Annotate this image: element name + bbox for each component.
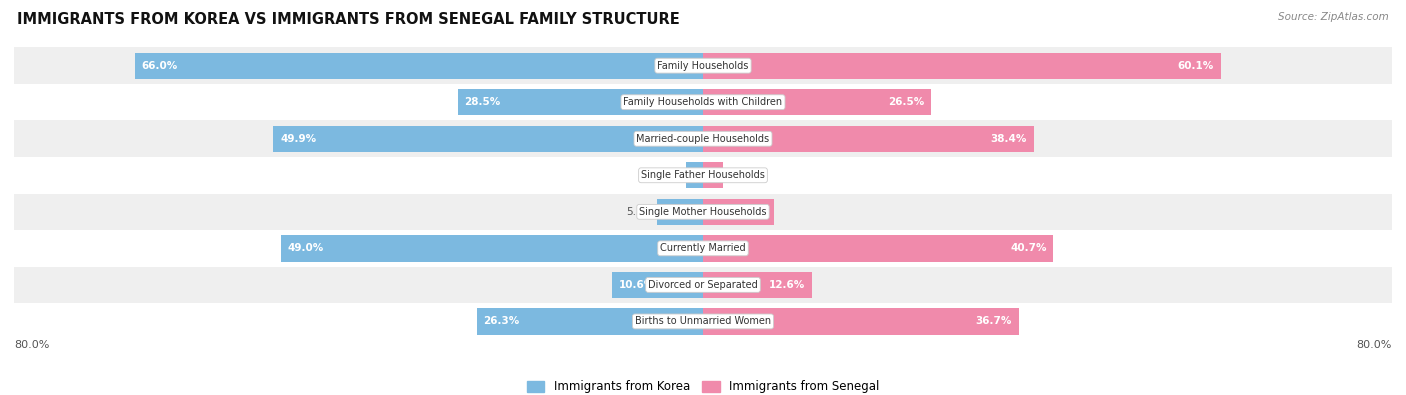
FancyBboxPatch shape xyxy=(14,120,1392,157)
Text: 2.3%: 2.3% xyxy=(727,170,754,180)
Bar xyxy=(457,89,703,115)
Text: 26.5%: 26.5% xyxy=(889,97,924,107)
Text: Births to Unmarried Women: Births to Unmarried Women xyxy=(636,316,770,326)
Text: 60.1%: 60.1% xyxy=(1177,61,1213,71)
Bar xyxy=(703,162,723,188)
Text: Single Father Households: Single Father Households xyxy=(641,170,765,180)
Text: Married-couple Households: Married-couple Households xyxy=(637,134,769,144)
Bar xyxy=(135,53,703,79)
FancyBboxPatch shape xyxy=(14,157,1392,194)
Text: 10.6%: 10.6% xyxy=(619,280,655,290)
Text: 8.3%: 8.3% xyxy=(738,207,768,217)
Text: 80.0%: 80.0% xyxy=(14,340,49,350)
FancyBboxPatch shape xyxy=(14,47,1392,84)
Text: 2.0%: 2.0% xyxy=(655,170,682,180)
Text: Family Households with Children: Family Households with Children xyxy=(623,97,783,107)
Bar xyxy=(686,162,703,188)
Text: 5.3%: 5.3% xyxy=(627,207,652,217)
Text: Family Households: Family Households xyxy=(658,61,748,71)
Text: 26.3%: 26.3% xyxy=(484,316,520,326)
Text: IMMIGRANTS FROM KOREA VS IMMIGRANTS FROM SENEGAL FAMILY STRUCTURE: IMMIGRANTS FROM KOREA VS IMMIGRANTS FROM… xyxy=(17,12,679,27)
Text: Source: ZipAtlas.com: Source: ZipAtlas.com xyxy=(1278,12,1389,22)
Bar xyxy=(703,53,1220,79)
FancyBboxPatch shape xyxy=(14,84,1392,120)
Text: 36.7%: 36.7% xyxy=(976,316,1012,326)
Text: 28.5%: 28.5% xyxy=(464,97,501,107)
Bar xyxy=(658,199,703,225)
Bar xyxy=(612,272,703,298)
Text: 49.9%: 49.9% xyxy=(280,134,316,144)
Text: 12.6%: 12.6% xyxy=(768,280,804,290)
Bar xyxy=(703,126,1033,152)
Text: Single Mother Households: Single Mother Households xyxy=(640,207,766,217)
Legend: Immigrants from Korea, Immigrants from Senegal: Immigrants from Korea, Immigrants from S… xyxy=(522,376,884,395)
Text: Currently Married: Currently Married xyxy=(661,243,745,253)
Bar xyxy=(273,126,703,152)
FancyBboxPatch shape xyxy=(14,267,1392,303)
Bar xyxy=(703,199,775,225)
Text: 40.7%: 40.7% xyxy=(1010,243,1046,253)
FancyBboxPatch shape xyxy=(14,194,1392,230)
Text: 49.0%: 49.0% xyxy=(288,243,325,253)
Bar xyxy=(703,235,1053,261)
Text: 66.0%: 66.0% xyxy=(142,61,177,71)
Text: 38.4%: 38.4% xyxy=(990,134,1026,144)
Bar xyxy=(281,235,703,261)
FancyBboxPatch shape xyxy=(14,303,1392,340)
Bar xyxy=(703,308,1019,335)
Bar xyxy=(477,308,703,335)
FancyBboxPatch shape xyxy=(14,230,1392,267)
Bar xyxy=(703,89,931,115)
Text: 80.0%: 80.0% xyxy=(1357,340,1392,350)
Bar xyxy=(703,272,811,298)
Text: Divorced or Separated: Divorced or Separated xyxy=(648,280,758,290)
